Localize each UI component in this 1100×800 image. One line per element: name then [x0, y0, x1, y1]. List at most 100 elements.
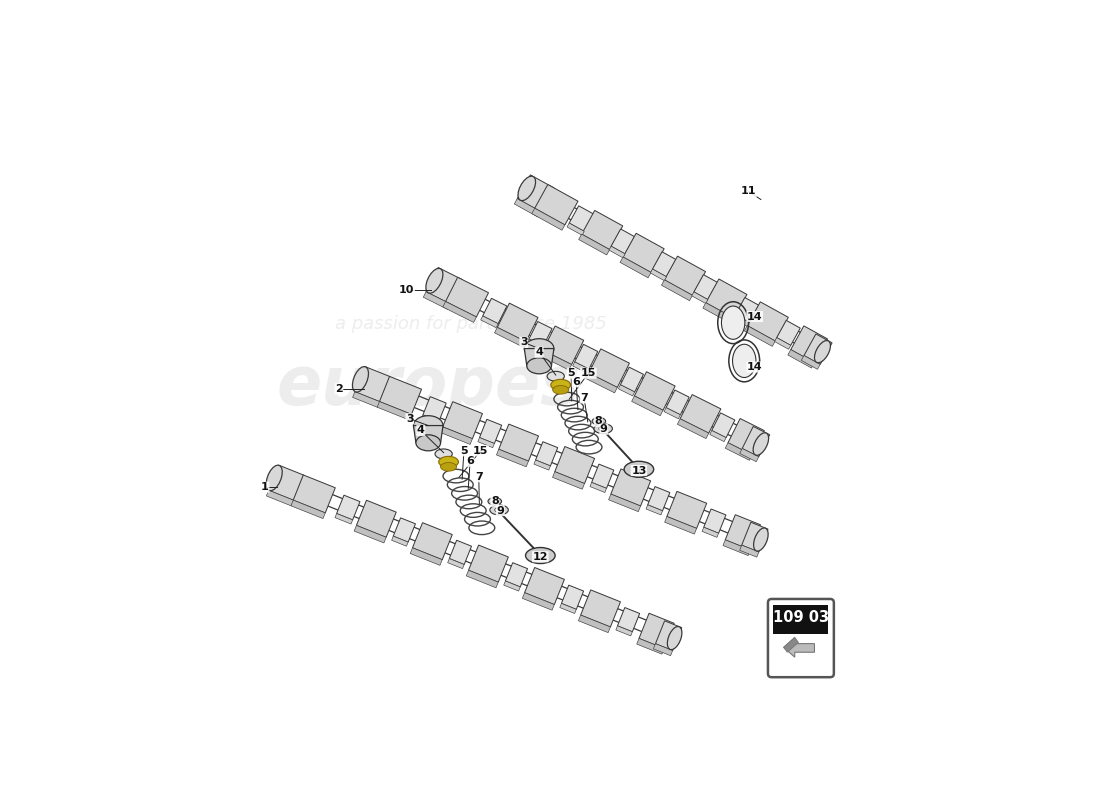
Text: 7: 7 [580, 393, 588, 403]
Polygon shape [668, 626, 682, 650]
Text: 7: 7 [475, 472, 483, 482]
Polygon shape [747, 302, 789, 341]
Polygon shape [788, 350, 814, 368]
Polygon shape [440, 427, 472, 444]
Polygon shape [337, 495, 360, 520]
Ellipse shape [416, 435, 440, 451]
Polygon shape [680, 394, 720, 433]
Polygon shape [804, 334, 832, 365]
Polygon shape [554, 446, 595, 483]
Text: 5: 5 [460, 446, 467, 456]
Polygon shape [635, 372, 675, 410]
Polygon shape [448, 558, 464, 569]
Polygon shape [648, 486, 670, 511]
Polygon shape [543, 326, 584, 365]
Polygon shape [579, 615, 610, 633]
Polygon shape [504, 581, 520, 591]
Text: 2: 2 [336, 383, 343, 394]
Polygon shape [735, 298, 759, 322]
Text: 3: 3 [406, 414, 414, 424]
Text: 4: 4 [536, 347, 543, 358]
Polygon shape [392, 536, 408, 546]
Polygon shape [739, 545, 759, 557]
Polygon shape [292, 500, 326, 518]
Polygon shape [620, 257, 651, 278]
Polygon shape [664, 256, 705, 295]
Polygon shape [531, 208, 565, 230]
Polygon shape [527, 339, 543, 350]
Polygon shape [446, 278, 488, 317]
Polygon shape [574, 344, 597, 369]
Polygon shape [480, 419, 502, 443]
Polygon shape [618, 385, 635, 396]
Ellipse shape [722, 306, 745, 339]
Polygon shape [377, 402, 411, 420]
Polygon shape [421, 415, 439, 426]
Polygon shape [522, 593, 554, 610]
Polygon shape [355, 366, 390, 402]
Polygon shape [505, 562, 528, 587]
Polygon shape [573, 362, 588, 373]
Polygon shape [702, 527, 718, 538]
Polygon shape [590, 482, 606, 493]
Polygon shape [354, 526, 386, 543]
Polygon shape [515, 198, 541, 217]
Text: 14: 14 [747, 362, 762, 372]
Text: 6: 6 [466, 456, 474, 466]
Polygon shape [710, 430, 726, 442]
Polygon shape [353, 392, 380, 407]
Ellipse shape [551, 379, 571, 390]
Polygon shape [653, 644, 672, 656]
Polygon shape [777, 320, 800, 346]
Text: 15: 15 [581, 368, 596, 378]
Ellipse shape [495, 507, 504, 513]
Polygon shape [610, 469, 650, 506]
Polygon shape [734, 314, 749, 326]
Polygon shape [631, 396, 663, 416]
Polygon shape [477, 438, 494, 448]
Ellipse shape [434, 449, 452, 459]
Ellipse shape [488, 498, 502, 505]
Polygon shape [666, 390, 690, 415]
Polygon shape [646, 505, 662, 515]
Polygon shape [579, 234, 609, 255]
Polygon shape [536, 442, 558, 466]
Polygon shape [814, 341, 830, 363]
Polygon shape [535, 185, 578, 225]
Polygon shape [394, 518, 416, 542]
Text: 10: 10 [399, 285, 415, 295]
Ellipse shape [525, 338, 554, 358]
Text: 9: 9 [600, 424, 607, 434]
Polygon shape [540, 350, 572, 370]
Text: 5: 5 [568, 368, 575, 378]
Polygon shape [801, 355, 821, 370]
Polygon shape [449, 540, 472, 565]
Polygon shape [678, 418, 708, 438]
Polygon shape [581, 590, 620, 627]
Polygon shape [694, 274, 717, 300]
Text: 109 03: 109 03 [773, 610, 829, 625]
Polygon shape [582, 210, 623, 250]
Polygon shape [783, 638, 814, 657]
Polygon shape [616, 626, 632, 636]
Polygon shape [266, 465, 283, 490]
Text: 1: 1 [261, 482, 268, 492]
Polygon shape [443, 302, 476, 322]
Polygon shape [609, 246, 625, 258]
Polygon shape [656, 621, 682, 650]
Polygon shape [442, 402, 483, 438]
Polygon shape [529, 322, 552, 346]
Ellipse shape [594, 424, 613, 434]
Polygon shape [518, 176, 536, 201]
Polygon shape [741, 522, 768, 552]
Polygon shape [754, 433, 769, 455]
Polygon shape [336, 514, 353, 524]
Polygon shape [561, 585, 584, 610]
Polygon shape [495, 327, 526, 347]
Polygon shape [266, 490, 294, 506]
Polygon shape [623, 234, 664, 273]
Ellipse shape [552, 386, 569, 394]
Polygon shape [592, 464, 614, 488]
Text: 9: 9 [496, 506, 504, 515]
Polygon shape [706, 279, 747, 318]
